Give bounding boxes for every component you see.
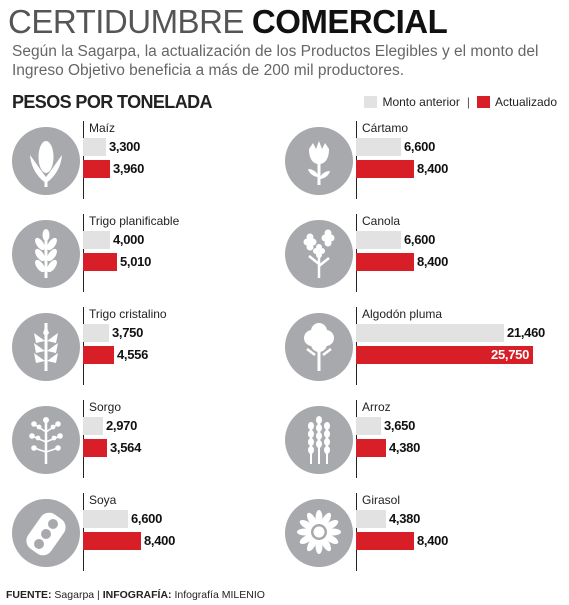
value-label-updated: 5,010 <box>120 254 152 269</box>
sorghum-icon <box>12 406 80 474</box>
safflower-icon <box>285 127 353 195</box>
crop-row: Trigo planificable 4,000 5,010 <box>12 214 282 294</box>
category-label: Canola <box>362 214 401 228</box>
bar-previous <box>356 231 401 249</box>
legend-swatch-updated <box>476 96 490 108</box>
value-label-previous: 4,380 <box>389 511 421 526</box>
bar-updated <box>356 439 386 457</box>
value-label-previous: 2,970 <box>106 418 138 433</box>
bar-updated <box>83 253 117 271</box>
value-label-previous: 6,600 <box>404 139 436 154</box>
legend-swatch-previous <box>364 96 378 108</box>
bar-previous <box>83 138 106 156</box>
value-label-updated: 8,400 <box>417 254 449 269</box>
value-label-previous: 4,000 <box>113 232 145 247</box>
bar-previous <box>356 510 386 528</box>
corn-icon <box>12 127 80 195</box>
category-label: Sorgo <box>89 400 122 414</box>
category-label: Soya <box>89 493 117 507</box>
legend-label-previous: Monto anterior <box>382 95 460 109</box>
crop-row: Cártamo 6,600 8,400 <box>285 121 555 201</box>
bar-updated <box>356 253 414 271</box>
bar-previous <box>356 138 401 156</box>
wheat-icon <box>12 220 80 288</box>
category-label: Trigo planificable <box>89 214 180 228</box>
category-label: Arroz <box>362 400 391 414</box>
bar-previous <box>83 510 128 528</box>
graphic-text: Infografía MILENIO <box>174 589 265 601</box>
bar-updated <box>356 532 414 550</box>
value-label-updated: 4,556 <box>117 347 149 362</box>
bar-updated <box>83 439 107 457</box>
bar-previous <box>83 231 110 249</box>
category-label: Algodón pluma <box>362 307 443 321</box>
crop-row: Canola 6,600 8,400 <box>285 214 555 294</box>
value-label-updated: 8,400 <box>144 533 176 548</box>
legend-separator: | <box>466 95 470 109</box>
source-text: Sagarpa <box>54 589 95 601</box>
legend: Monto anterior | Actualizado <box>364 95 557 109</box>
canola-icon <box>285 220 353 288</box>
legend-label-updated: Actualizado <box>494 95 557 109</box>
crop-row: Maíz 3,300 3,960 <box>12 121 282 201</box>
bar-updated <box>83 160 110 178</box>
title-light: CERTIDUMBRE <box>8 3 244 40</box>
bar-previous <box>83 324 109 342</box>
value-label-previous: 6,600 <box>131 511 163 526</box>
chart-title: CERTIDUMBRE COMERCIAL <box>8 2 448 42</box>
value-label-previous: 21,460 <box>507 325 545 340</box>
rice-icon <box>285 406 353 474</box>
graphic-label: INFOGRAFÍA: <box>102 589 172 601</box>
bar-updated <box>83 532 141 550</box>
bar-updated <box>356 160 414 178</box>
value-label-previous: 3,650 <box>384 418 416 433</box>
crop-row: Trigo cristalino 3,750 4,556 <box>12 307 282 387</box>
category-label: Girasol <box>362 493 401 507</box>
value-label-previous: 6,600 <box>404 232 436 247</box>
crop-row: Algodón pluma 21,460 25,750 <box>285 307 555 387</box>
bar-updated <box>356 346 533 364</box>
chart-subtitle: Según la Sagarpa, la actualización de lo… <box>12 43 539 79</box>
value-label-updated: 8,400 <box>417 161 449 176</box>
value-label-previous: 3,750 <box>112 325 144 340</box>
cotton-icon <box>285 313 353 381</box>
sunflower-icon <box>285 499 353 567</box>
source-label: FUENTE: <box>6 589 52 601</box>
value-label-previous: 3,300 <box>109 139 141 154</box>
value-label-updated: 3,960 <box>113 161 145 176</box>
footer-separator: | <box>97 589 100 601</box>
bar-previous <box>356 417 381 435</box>
value-label-updated: 25,750 <box>491 347 529 362</box>
value-label-updated: 4,380 <box>389 440 421 455</box>
bar-previous <box>356 324 504 342</box>
value-label-updated: 3,564 <box>110 440 142 455</box>
units-heading: PESOS POR TONELADA <box>12 92 213 112</box>
soybean-icon <box>12 499 80 567</box>
category-label: Cártamo <box>362 121 409 135</box>
crop-row: Girasol 4,380 8,400 <box>285 493 555 573</box>
footer: FUENTE: Sagarpa | INFOGRAFÍA: Infografía… <box>6 588 265 602</box>
crop-row: Sorgo 2,970 3,564 <box>12 400 282 480</box>
category-label: Maíz <box>89 121 116 135</box>
title-bold: COMERCIAL <box>251 3 448 40</box>
value-label-updated: 8,400 <box>417 533 449 548</box>
wheat-grain-icon <box>12 313 80 381</box>
bar-previous <box>83 417 103 435</box>
bar-updated <box>83 346 114 364</box>
crop-row: Arroz 3,650 4,380 <box>285 400 555 480</box>
category-label: Trigo cristalino <box>89 307 167 321</box>
crop-row: Soya 6,600 8,400 <box>12 493 282 573</box>
